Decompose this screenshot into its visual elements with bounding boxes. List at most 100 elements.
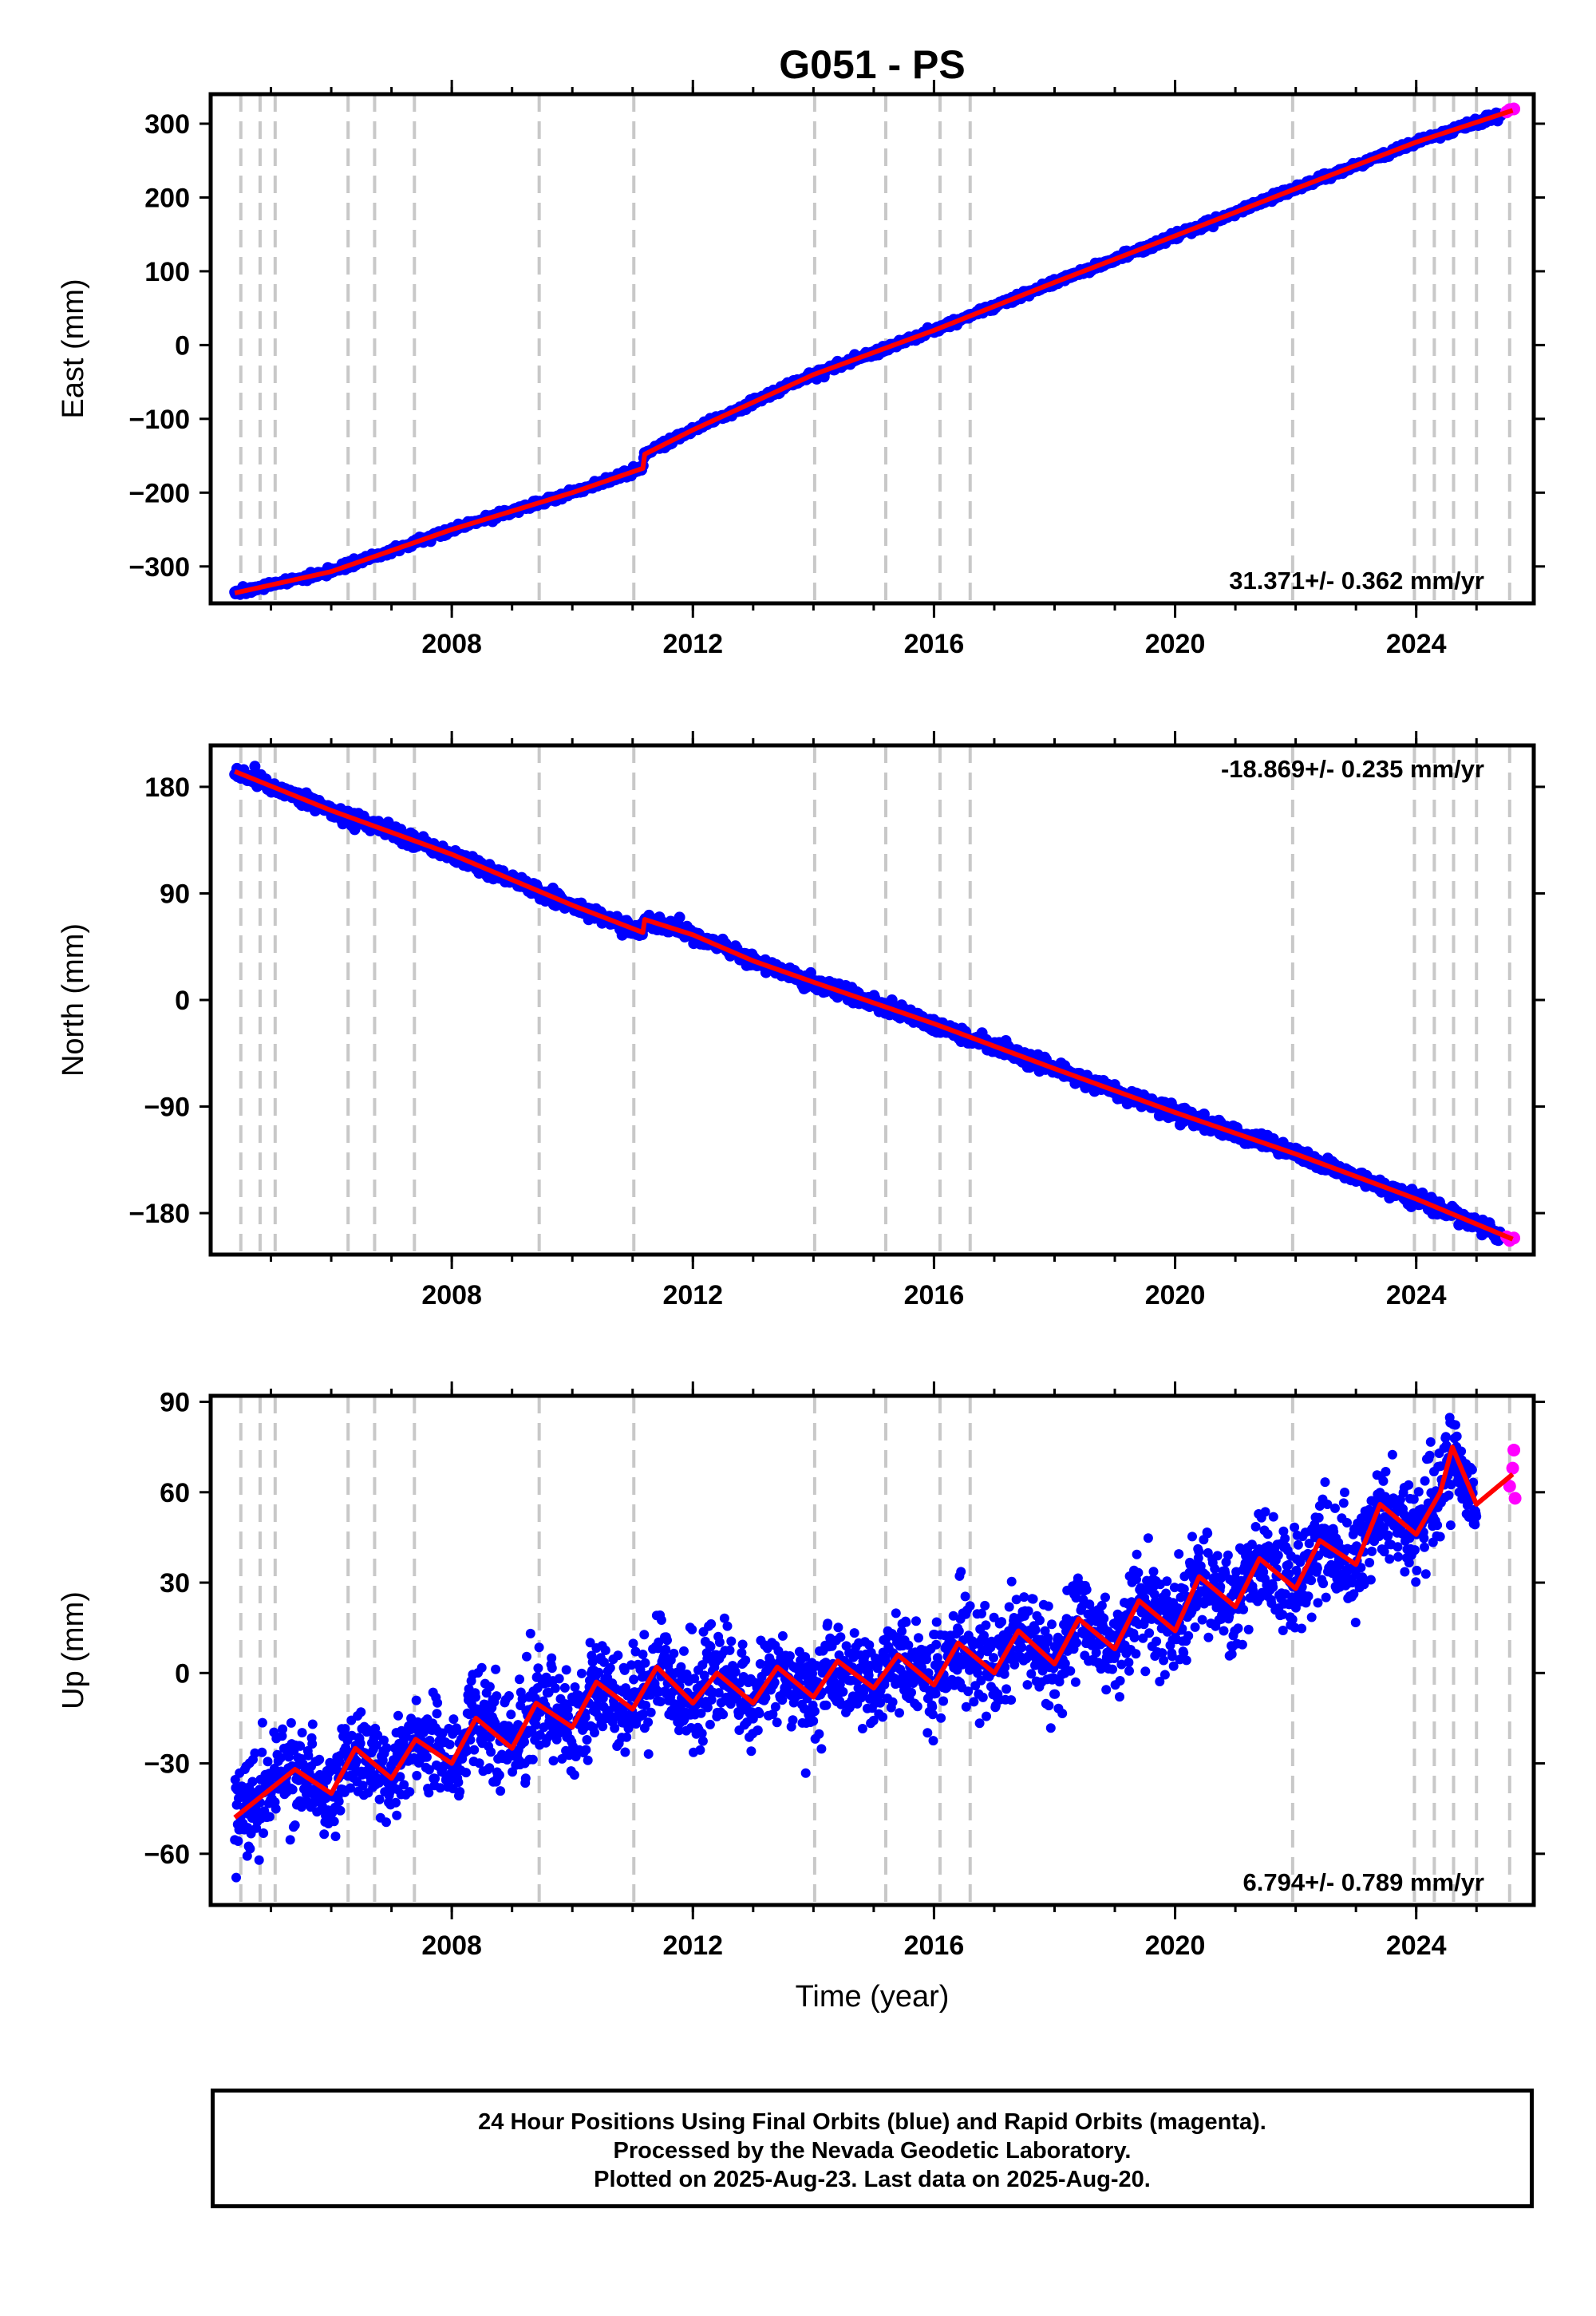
data-point (808, 1716, 819, 1726)
data-point (295, 1741, 306, 1751)
data-point (587, 1657, 598, 1667)
data-point (527, 1754, 538, 1765)
model-line (234, 108, 1514, 596)
data-point (424, 1788, 434, 1798)
data-point (868, 1715, 879, 1725)
data-point (533, 1663, 543, 1674)
data-point (379, 1735, 389, 1745)
data-point (278, 1724, 288, 1734)
data-point (620, 1747, 630, 1757)
data-point (492, 1691, 502, 1701)
data-point (585, 1638, 595, 1648)
data-point (455, 1787, 465, 1796)
data-point (444, 1739, 455, 1749)
data-point (777, 1630, 788, 1641)
data-point (277, 1731, 287, 1741)
data-point (638, 1709, 649, 1719)
data-point (875, 1697, 886, 1708)
data-point (484, 1763, 495, 1773)
data-point (452, 1723, 461, 1733)
data-point (836, 1632, 846, 1642)
data-point (283, 1752, 294, 1762)
data-point (836, 1699, 846, 1709)
x-tick-label: 2016 (904, 1280, 965, 1310)
y-tick-label: 100 (144, 257, 190, 287)
data-point (746, 1746, 757, 1757)
data-point (730, 1667, 741, 1677)
data-point (628, 1638, 638, 1649)
data-point (424, 1765, 434, 1775)
data-point (393, 1710, 403, 1721)
data-point (605, 1662, 615, 1673)
x-tick-label: 2012 (662, 629, 723, 659)
data-point (559, 1682, 570, 1693)
data-point (550, 1683, 560, 1694)
data-point (599, 1657, 609, 1667)
data-point (582, 1735, 592, 1745)
data-point (580, 1712, 591, 1722)
data-point (462, 1745, 472, 1756)
data-point (340, 1724, 350, 1734)
data-point (381, 1743, 392, 1753)
data-point (254, 1855, 264, 1865)
data-point (878, 1712, 888, 1722)
data-point (804, 966, 816, 978)
data-point (697, 1736, 708, 1746)
equipment-change-lines (239, 94, 1511, 603)
y-tick-label: 300 (144, 109, 190, 140)
data-point (520, 1773, 531, 1784)
data-point (433, 1697, 443, 1708)
data-point (494, 1770, 504, 1780)
data-point (351, 1756, 361, 1766)
y-tick-label: 180 (144, 773, 190, 803)
data-point (399, 1780, 409, 1790)
data-point (231, 1872, 241, 1883)
data-point (661, 1644, 671, 1654)
data-point (242, 1851, 252, 1861)
x-tick-label: 2008 (421, 629, 482, 659)
y-tick-label: −300 (128, 552, 190, 583)
data-point (713, 1688, 724, 1698)
y-tick-label: −100 (128, 405, 190, 435)
data-point (768, 1709, 778, 1719)
data-point (769, 1678, 780, 1688)
data-point (471, 1692, 480, 1702)
data-point (655, 1697, 666, 1707)
data-point (275, 1753, 286, 1763)
data-point (421, 1752, 432, 1762)
data-point (621, 1683, 630, 1694)
data-point (629, 1674, 639, 1685)
data-point (307, 1739, 318, 1749)
rapid-point (1507, 1231, 1521, 1245)
data-point (381, 1817, 391, 1828)
data-point (810, 1706, 820, 1717)
data-point (865, 1661, 875, 1670)
data-point (245, 1844, 255, 1854)
data-point (676, 1662, 686, 1672)
x-tick-label: 2016 (904, 629, 965, 659)
data-point (696, 1708, 706, 1718)
data-point (490, 1718, 500, 1729)
data-point (496, 1786, 506, 1796)
data-point (554, 1674, 564, 1684)
data-point (686, 1723, 696, 1733)
data-point (814, 1729, 824, 1739)
data-point (598, 1693, 608, 1703)
data-point (760, 1693, 771, 1703)
data-point (638, 1650, 648, 1659)
data-point (286, 1717, 296, 1728)
data-point (816, 1744, 827, 1754)
data-point (784, 1651, 795, 1661)
data-point (307, 1719, 318, 1729)
data-point (674, 1725, 684, 1736)
data-point (372, 1740, 381, 1750)
data-point (594, 1667, 604, 1678)
data-point (392, 1810, 402, 1820)
data-point (714, 1637, 725, 1647)
data-point (590, 1728, 599, 1737)
data-point (635, 1665, 646, 1675)
data-point (247, 1777, 258, 1787)
